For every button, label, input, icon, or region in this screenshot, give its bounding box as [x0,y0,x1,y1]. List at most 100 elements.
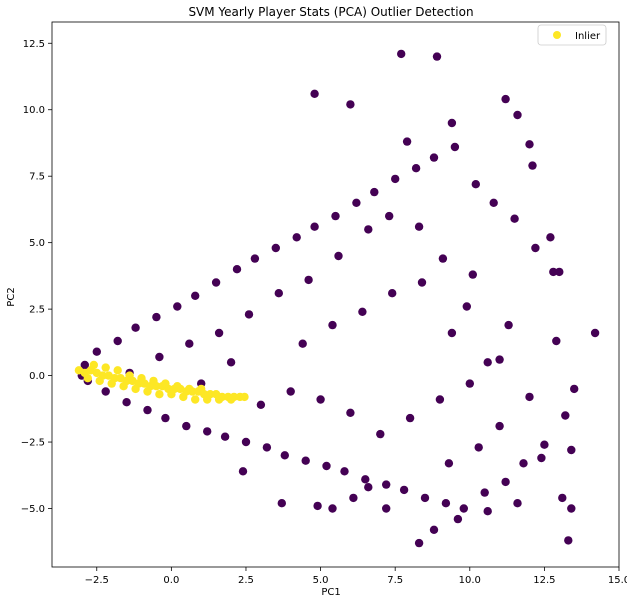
y-tick-label: 7.5 [29,172,45,183]
data-point-inlier [197,384,206,394]
data-point-outlier [358,307,367,316]
x-tick-label: 5.0 [313,575,329,586]
x-axis: −2.5 0.0 2.5 5.0 7.5 10.0 12.5 15.0 [85,567,627,586]
data-point-outlier [161,413,170,423]
data-point-outlier [513,499,522,508]
data-point-inlier [185,384,194,394]
y-tick-label: 2.5 [29,305,45,316]
data-point-inlier [240,392,249,402]
data-point-outlier [489,198,498,207]
data-point-outlier [555,267,564,277]
data-point-outlier [414,222,424,231]
x-tick-label: 2.5 [238,575,254,586]
data-point-outlier [495,355,504,364]
data-point-outlier [80,360,90,370]
y-tick-label: 5.0 [29,238,45,249]
data-point-outlier [549,267,558,277]
data-point-outlier [510,214,519,223]
legend-box [537,24,607,46]
data-point-outlier [382,480,391,489]
data-point-outlier [501,94,510,104]
data-point-outlier [226,358,236,367]
data-point-outlier [313,501,322,511]
data-point-outlier [316,395,325,404]
data-point-outlier [173,302,182,311]
chart-title: SVM Yearly Player Stats (PCA) Outlier De… [188,5,473,19]
data-point-outlier [292,233,301,242]
data-point-outlier [567,445,576,455]
data-point-outlier [513,110,522,120]
data-point-outlier [182,421,191,431]
legend: Inlier [537,24,607,46]
data-point-outlier [301,456,310,465]
data-point-inlier [143,387,152,396]
data-point-outlier [432,52,442,61]
data-point-outlier [370,187,379,197]
data-point-outlier [525,140,534,149]
data-point-inlier [214,395,224,404]
data-point-outlier [334,251,343,261]
data-point-outlier [238,467,248,476]
data-point-outlier [214,328,224,338]
data-point-outlier [364,225,373,234]
data-point-outlier [540,440,549,449]
data-point-outlier [256,400,266,409]
outlier-points [77,49,600,548]
data-point-outlier [113,336,122,346]
data-point-outlier [537,453,546,463]
data-point-inlier [83,374,93,383]
data-point-outlier [504,320,513,330]
data-point-outlier [262,443,272,452]
data-point-outlier [304,275,313,285]
data-point-outlier [274,289,283,298]
data-point-outlier [447,118,457,128]
data-point-outlier [92,347,102,356]
data-point-outlier [459,504,468,513]
x-axis-label: PC1 [321,587,340,598]
data-point-outlier [286,387,295,396]
data-point-outlier [280,451,289,460]
legend-label-inlier: Inlier [575,31,601,42]
inlier-points [74,360,249,404]
data-point-outlier [328,504,337,513]
data-point-outlier [143,405,152,415]
data-point-inlier [173,382,182,391]
data-point-outlier [414,538,424,548]
data-point-outlier [483,507,492,516]
data-point-outlier [397,49,406,59]
data-point-outlier [122,398,131,407]
data-point-outlier [465,379,474,388]
data-point-outlier [552,336,561,346]
data-point-outlier [322,461,331,471]
data-point-outlier [340,467,349,476]
data-point-inlier [119,382,128,391]
data-point-outlier [480,488,489,497]
data-point-outlier [101,387,110,396]
data-point-outlier [271,243,280,253]
data-point-inlier [191,395,200,404]
data-point-outlier [495,421,504,431]
data-point-outlier [444,459,454,468]
data-point-outlier [453,514,463,524]
data-point-inlier [101,363,110,372]
y-tick-label: −5.0 [21,504,45,515]
data-point-inlier [137,374,146,383]
data-point-inlier [155,390,164,399]
data-point-outlier [385,211,394,221]
data-point-outlier [310,222,319,231]
data-point-outlier [241,437,251,447]
data-point-outlier [468,270,477,279]
x-tick-label: −2.5 [85,575,109,586]
data-point-outlier [558,493,567,503]
data-point-outlier [528,161,537,170]
data-point-outlier [438,254,448,263]
data-point-outlier [546,233,555,242]
data-point-outlier [531,243,540,253]
data-point-outlier [411,164,421,173]
data-point-outlier [402,137,412,146]
x-tick-label: 15.0 [608,575,627,586]
data-point-outlier [250,254,260,263]
data-point-outlier [590,328,600,338]
data-point-inlier [89,360,99,370]
data-point-outlier [331,211,340,221]
